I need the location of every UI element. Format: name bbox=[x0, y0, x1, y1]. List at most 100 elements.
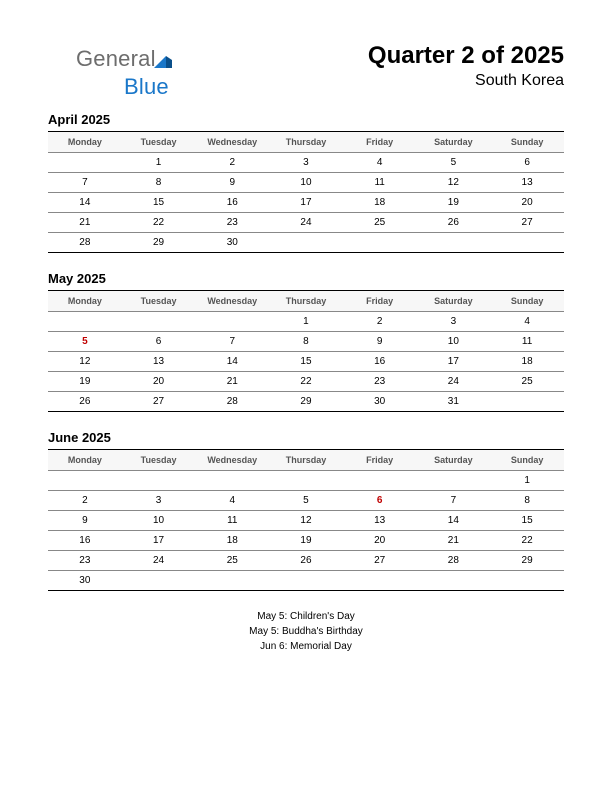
calendar-cell: 30 bbox=[48, 571, 122, 591]
calendar-cell: 27 bbox=[122, 392, 196, 412]
calendar-cell: 31 bbox=[417, 392, 491, 412]
calendar-row: 567891011 bbox=[48, 332, 564, 352]
calendar-cell: 7 bbox=[417, 491, 491, 511]
calendar-row: 262728293031 bbox=[48, 392, 564, 412]
weekday-header: Friday bbox=[343, 291, 417, 312]
calendar-cell: 17 bbox=[122, 531, 196, 551]
calendar-row: 14151617181920 bbox=[48, 193, 564, 213]
calendar-cell bbox=[269, 233, 343, 253]
weekday-header: Monday bbox=[48, 291, 122, 312]
calendar-cell: 17 bbox=[417, 352, 491, 372]
calendar-cell: 29 bbox=[122, 233, 196, 253]
calendar-cell: 4 bbox=[490, 312, 564, 332]
calendar-cell: 14 bbox=[417, 511, 491, 531]
weekday-header: Tuesday bbox=[122, 450, 196, 471]
calendar-cell bbox=[490, 233, 564, 253]
calendar-cell: 6 bbox=[122, 332, 196, 352]
calendar-cell bbox=[343, 471, 417, 491]
calendar-cell: 23 bbox=[343, 372, 417, 392]
calendar-cell: 11 bbox=[195, 511, 269, 531]
calendar-row: 1234 bbox=[48, 312, 564, 332]
calendar-row: 2345678 bbox=[48, 491, 564, 511]
calendar-cell: 6 bbox=[490, 153, 564, 173]
calendar-cell: 20 bbox=[343, 531, 417, 551]
weekday-header: Saturday bbox=[417, 132, 491, 153]
calendar-cell: 2 bbox=[48, 491, 122, 511]
holiday-list: May 5: Children's DayMay 5: Buddha's Bir… bbox=[48, 609, 564, 654]
holiday-entry: May 5: Buddha's Birthday bbox=[48, 624, 564, 639]
calendar-cell: 22 bbox=[490, 531, 564, 551]
weekday-header: Thursday bbox=[269, 291, 343, 312]
calendar-cell: 6 bbox=[343, 491, 417, 511]
calendar-cell: 19 bbox=[269, 531, 343, 551]
calendar-table: MondayTuesdayWednesdayThursdayFridaySatu… bbox=[48, 290, 564, 412]
calendar-cell: 21 bbox=[48, 213, 122, 233]
calendar-cell: 18 bbox=[343, 193, 417, 213]
weekday-header: Monday bbox=[48, 450, 122, 471]
weekday-header: Tuesday bbox=[122, 291, 196, 312]
calendar-cell: 10 bbox=[269, 173, 343, 193]
calendar-cell: 12 bbox=[417, 173, 491, 193]
calendar-cell: 24 bbox=[417, 372, 491, 392]
calendar-months: April 2025MondayTuesdayWednesdayThursday… bbox=[48, 112, 564, 591]
logo-text-blue: Blue bbox=[124, 74, 169, 99]
weekday-header: Friday bbox=[343, 450, 417, 471]
calendar-cell: 9 bbox=[343, 332, 417, 352]
calendar-cell: 22 bbox=[122, 213, 196, 233]
calendar-cell: 14 bbox=[48, 193, 122, 213]
calendar-cell: 4 bbox=[195, 491, 269, 511]
weekday-header: Saturday bbox=[417, 291, 491, 312]
calendar-table: MondayTuesdayWednesdayThursdayFridaySatu… bbox=[48, 131, 564, 253]
weekday-header: Tuesday bbox=[122, 132, 196, 153]
calendar-cell: 12 bbox=[48, 352, 122, 372]
calendar-cell: 15 bbox=[122, 193, 196, 213]
calendar-cell: 28 bbox=[48, 233, 122, 253]
weekday-header: Sunday bbox=[490, 291, 564, 312]
holiday-entry: Jun 6: Memorial Day bbox=[48, 639, 564, 654]
calendar-cell: 15 bbox=[269, 352, 343, 372]
calendar-cell: 1 bbox=[269, 312, 343, 332]
calendar-cell: 18 bbox=[490, 352, 564, 372]
calendar-cell: 11 bbox=[343, 173, 417, 193]
calendar-cell: 25 bbox=[343, 213, 417, 233]
calendar-cell bbox=[122, 571, 196, 591]
calendar-cell: 24 bbox=[122, 551, 196, 571]
calendar-cell: 8 bbox=[490, 491, 564, 511]
calendar-row: 282930 bbox=[48, 233, 564, 253]
calendar-cell: 20 bbox=[490, 193, 564, 213]
calendar-cell bbox=[48, 471, 122, 491]
calendar-cell: 5 bbox=[48, 332, 122, 352]
calendar-cell: 3 bbox=[269, 153, 343, 173]
calendar-cell bbox=[195, 312, 269, 332]
holiday-entry: May 5: Children's Day bbox=[48, 609, 564, 624]
weekday-header: Thursday bbox=[269, 450, 343, 471]
calendar-cell: 5 bbox=[269, 491, 343, 511]
calendar-cell: 24 bbox=[269, 213, 343, 233]
calendar-cell: 23 bbox=[48, 551, 122, 571]
calendar-cell: 21 bbox=[417, 531, 491, 551]
calendar-cell: 29 bbox=[490, 551, 564, 571]
calendar-cell: 10 bbox=[417, 332, 491, 352]
calendar-cell: 12 bbox=[269, 511, 343, 531]
calendar-row: 9101112131415 bbox=[48, 511, 564, 531]
calendar-row: 78910111213 bbox=[48, 173, 564, 193]
calendar-cell: 28 bbox=[417, 551, 491, 571]
weekday-header: Wednesday bbox=[195, 450, 269, 471]
logo-text-general: General bbox=[76, 46, 156, 71]
calendar-cell: 2 bbox=[195, 153, 269, 173]
calendar-cell: 11 bbox=[490, 332, 564, 352]
calendar-cell: 15 bbox=[490, 511, 564, 531]
calendar-cell: 19 bbox=[48, 372, 122, 392]
calendar-cell: 7 bbox=[195, 332, 269, 352]
month-block: May 2025MondayTuesdayWednesdayThursdayFr… bbox=[48, 271, 564, 412]
calendar-row: 23242526272829 bbox=[48, 551, 564, 571]
calendar-cell: 13 bbox=[343, 511, 417, 531]
calendar-cell: 10 bbox=[122, 511, 196, 531]
calendar-row: 1 bbox=[48, 471, 564, 491]
weekday-header: Monday bbox=[48, 132, 122, 153]
calendar-cell: 18 bbox=[195, 531, 269, 551]
calendar-cell: 1 bbox=[122, 153, 196, 173]
calendar-cell: 25 bbox=[490, 372, 564, 392]
calendar-cell bbox=[122, 471, 196, 491]
calendar-cell: 9 bbox=[195, 173, 269, 193]
